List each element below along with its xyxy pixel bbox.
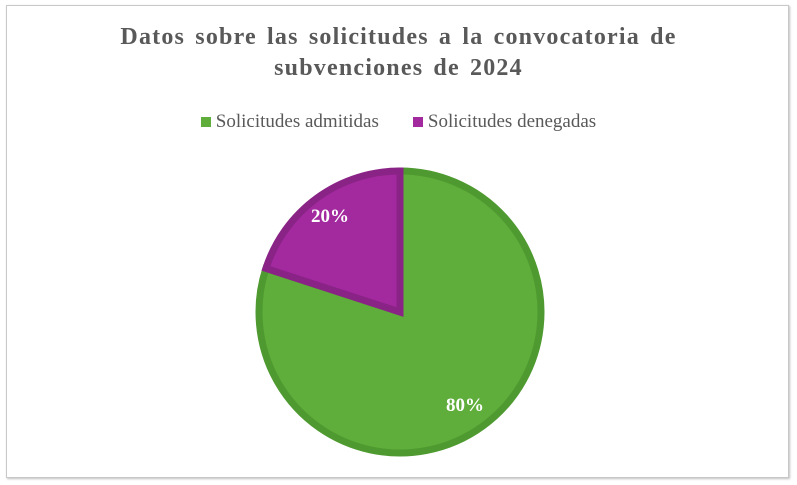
legend-swatch-admitidas [200, 117, 211, 127]
legend-label-admitidas: Solicitudes admitidas [215, 111, 379, 132]
chart-title: Datos sobre las solicitudes a la convoca… [0, 22, 797, 84]
pie-label-denegadas: 20% [311, 206, 349, 227]
legend-item-admitidas: Solicitudes admitidas [200, 111, 379, 133]
pie-slice-denegadas [261, 167, 404, 317]
legend-label-denegadas: Solicitudes denegadas [427, 111, 597, 132]
legend-item-denegadas: Solicitudes denegadas [412, 111, 597, 133]
legend-swatch-denegadas [412, 117, 423, 127]
chart-title-line-2: subvenciones de 2024 [274, 55, 523, 81]
pie-label-admitidas: 80% [446, 395, 484, 416]
legend: Solicitudes admitidas Solicitudes denega… [0, 109, 797, 135]
chart-title-line-1: Datos sobre las solicitudes a la convoca… [120, 24, 677, 50]
